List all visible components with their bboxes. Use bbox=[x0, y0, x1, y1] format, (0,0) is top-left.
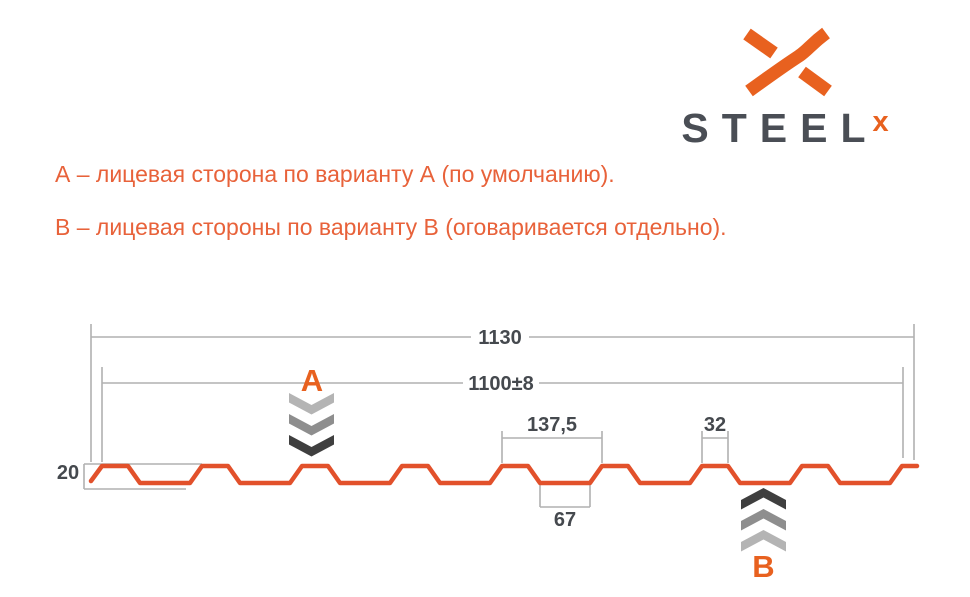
chevron-up-icon bbox=[741, 488, 786, 552]
sheet-profile-line bbox=[88, 463, 920, 486]
dimension-rib-pitch: 137,5 bbox=[501, 414, 603, 463]
steelx-logo: STEELx bbox=[660, 26, 910, 149]
dimension-cover-width-label: 1100±8 bbox=[468, 373, 534, 395]
logo-wordmark: STEELx bbox=[681, 108, 888, 149]
note-variant-b: В – лицевая стороны по варианту В (огова… bbox=[55, 214, 727, 240]
dimension-profile-height: 20 bbox=[57, 462, 202, 490]
chevron-down-icon bbox=[289, 393, 334, 457]
dimension-rib-top: 32 bbox=[701, 414, 729, 463]
profile-drawing: 1130 1100±8 137,5 32 67 20 bbox=[57, 324, 920, 584]
dimension-overall-width: 1130 bbox=[90, 324, 915, 462]
side-b-marker: B bbox=[741, 488, 786, 584]
dimension-rib-top-label: 32 bbox=[704, 414, 726, 436]
side-a-marker: A bbox=[289, 363, 334, 457]
dimension-cover-width: 1100±8 bbox=[101, 367, 904, 462]
logo-text: STEEL bbox=[681, 105, 879, 151]
dimension-overall-width-label: 1130 bbox=[478, 327, 521, 349]
dimension-profile-height-label: 20 bbox=[57, 462, 79, 484]
note-variant-a: А – лицевая сторона по варианту А (по ум… bbox=[55, 161, 615, 187]
dimension-valley-width: 67 bbox=[539, 484, 591, 531]
dimension-valley-width-label: 67 bbox=[554, 509, 576, 531]
side-b-label: B bbox=[752, 549, 774, 584]
side-a-label: A bbox=[301, 363, 323, 398]
dimension-rib-pitch-label: 137,5 bbox=[527, 414, 577, 436]
steelx-logo-icon bbox=[742, 27, 832, 97]
logo-superscript-x: x bbox=[872, 106, 889, 138]
